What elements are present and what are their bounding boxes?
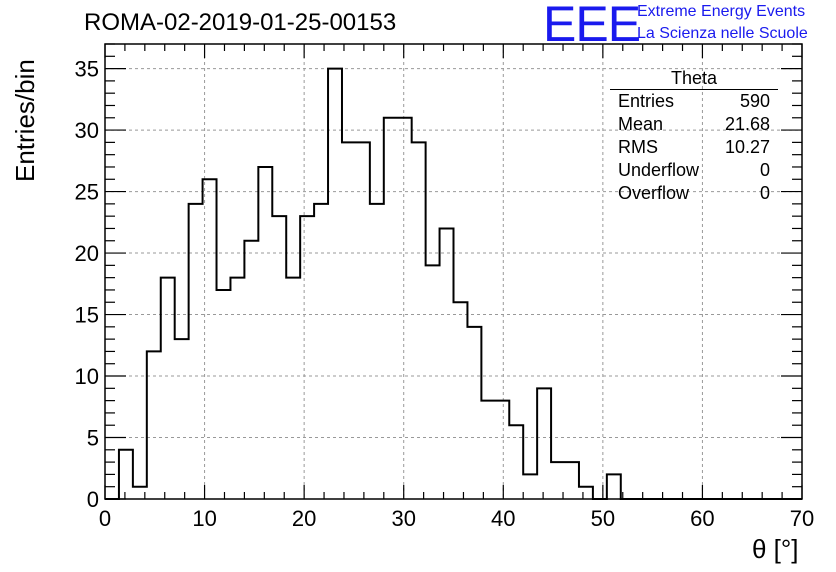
logo-line-1: Extreme Energy Events [637,3,806,20]
stats-value: 0 [759,160,770,180]
x-tick-label: 0 [99,506,111,531]
stats-label: Mean [618,114,664,134]
y-tick-label: 35 [75,57,99,82]
x-tick-label: 40 [491,506,515,531]
stats-box: Theta Entries 590 Mean 21.68 RMS 10.27 U… [610,69,778,205]
x-tick-label: 10 [192,506,216,531]
stats-value: 0 [759,183,770,203]
x-tick-label: 30 [391,506,415,531]
axis-tick-labels: 0 10 20 30 40 50 60 70 0 5 10 15 20 25 30 35 [75,57,815,531]
stats-value: 21.68 [724,114,770,134]
plot-frame [104,43,803,500]
x-axis-label: θ [°] [752,534,799,564]
y-tick-label: 15 [75,303,99,328]
stats-row: Entries 590 [610,90,778,113]
x-tick-label: 60 [690,506,714,531]
y-tick-label: 30 [75,118,99,143]
stats-row: RMS 10.27 [610,136,778,159]
stats-title: Theta [610,69,778,90]
eee-logo: EEE [543,0,641,52]
stats-row: Overflow 0 [610,182,778,205]
logo-line-2: La Scienza nelle Scuole [637,25,808,42]
histogram-series [105,67,802,500]
y-tick-label: 20 [75,241,99,266]
stats-value: 10.27 [724,137,770,157]
y-tick-label: 0 [87,487,99,512]
x-tick-label: 20 [292,506,316,531]
y-tick-label: 5 [87,426,99,451]
y-tick-label: 10 [75,364,99,389]
stats-label: RMS [618,137,658,157]
y-tick-label: 25 [75,180,99,205]
stats-row: Underflow 0 [610,159,778,182]
stats-value: 590 [739,91,770,111]
axis-ticks [104,43,803,500]
x-tick-label: 50 [591,506,615,531]
stats-row: Mean 21.68 [610,113,778,136]
chart-title: ROMA-02-2019-01-25-00153 [84,9,397,36]
stats-label: Underflow [618,160,700,180]
stats-label: Entries [618,91,675,111]
stats-label: Overflow [618,183,690,203]
y-axis-label: Entries/bin [10,59,40,182]
x-tick-label: 70 [790,506,814,531]
